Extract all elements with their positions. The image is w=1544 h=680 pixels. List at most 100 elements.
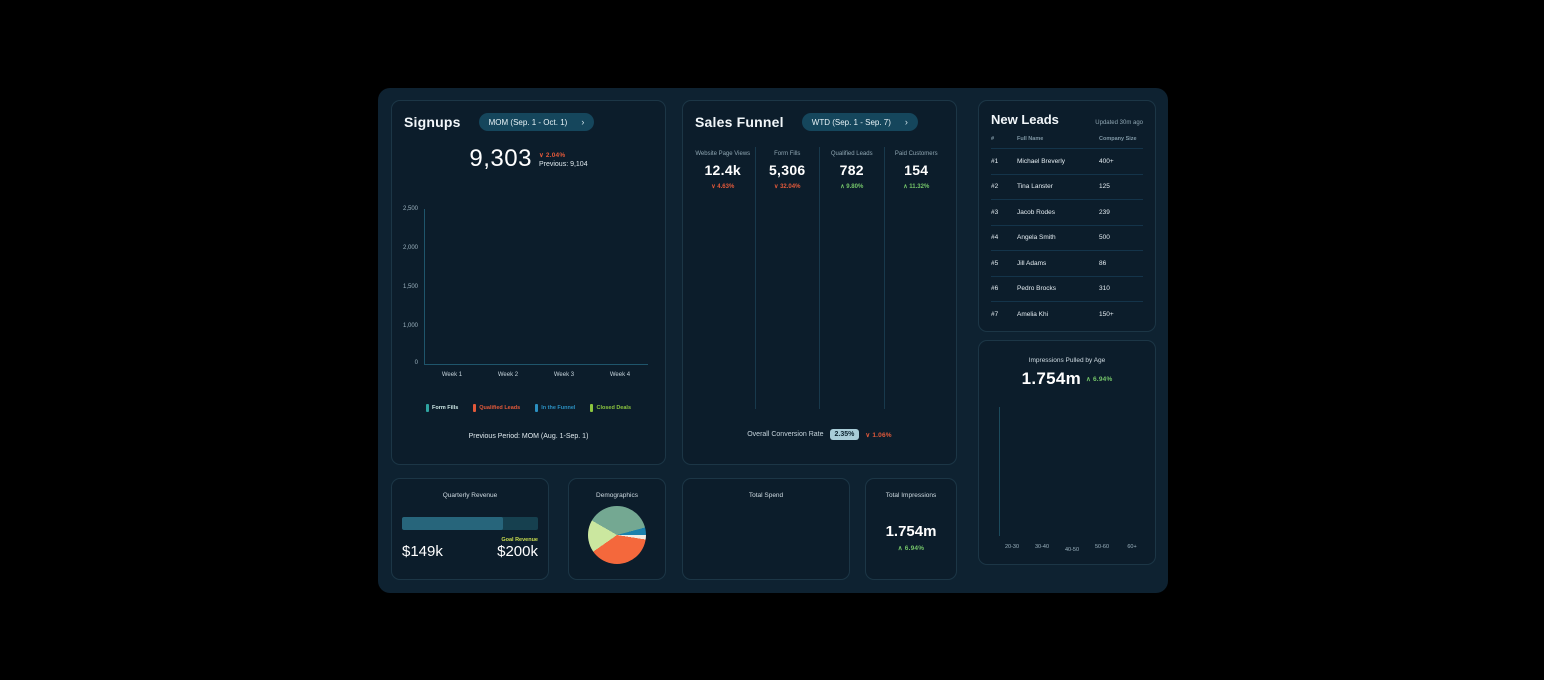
signups-panel: Signups MOM (Sep. 1 - Oct. 1) › 9,303 ∨ …	[391, 100, 666, 465]
lead-name: Tina Lanster	[1017, 183, 1053, 191]
sales-funnel-header: Sales Funnel WTD (Sep. 1 - Sep. 7) ›	[683, 101, 956, 131]
lead-rank: #6	[991, 285, 999, 293]
column-header-rank: #	[991, 136, 995, 142]
signups-period-label: MOM (Sep. 1 - Oct. 1)	[488, 117, 568, 127]
sales-funnel-period-label: WTD (Sep. 1 - Sep. 7)	[811, 117, 891, 127]
new-leads-panel: New Leads Updated 30m ago # Full Name Co…	[978, 100, 1156, 332]
conversion-rate-label: Overall Conversion Rate	[747, 431, 824, 438]
stat-delta-indicator: ∨ 4.63%	[711, 184, 735, 190]
lead-company-size: 150+	[1099, 310, 1114, 318]
x-axis-tick: Week 4	[609, 372, 631, 378]
stat-form-fills: Form Fills 5,306 ∨ 32.04%	[754, 147, 820, 409]
chevron-right-icon: ›	[581, 117, 585, 127]
stat-qualified-leads: Qualified Leads 782 ∧ 9.80%	[819, 147, 884, 409]
legend-label: Form Fills	[431, 405, 459, 411]
lead-name: Amelia Khi	[1017, 310, 1049, 318]
impressions-chart-x-axis: 20-30 30-40 40-50 50-60 60+	[997, 544, 1147, 553]
new-leads-updated-timestamp: Updated 30m ago	[1095, 120, 1143, 126]
lead-rank: #4	[991, 234, 999, 242]
signups-chart-plot-area	[424, 209, 648, 365]
sales-funnel-title: Sales Funnel	[695, 114, 784, 130]
lead-name: Angela Smith	[1017, 234, 1056, 242]
dashboard: Signups MOM (Sep. 1 - Oct. 1) › 9,303 ∨ …	[378, 88, 1168, 593]
y-axis-tick: 1,500	[402, 284, 418, 290]
signups-chart-x-axis: Week 1 Week 2 Week 3 Week 4	[424, 372, 648, 378]
stat-value: 782	[839, 162, 864, 178]
quarterly-revenue-panel: Quarterly Revenue $149k Goal Revenue $20…	[391, 478, 549, 580]
x-axis-tick: Week 1	[441, 372, 463, 378]
stat-website-page-views: Website Page Views 12.4k ∨ 4.63%	[691, 147, 755, 409]
stat-paid-customers: Paid Customers 154 ∧ 11.32%	[883, 147, 949, 409]
legend-item-in-the-funnel: In the Funnel	[535, 404, 575, 412]
stat-label: Form Fills	[774, 151, 801, 157]
stat-label: Paid Customers	[894, 151, 938, 157]
sales-funnel-panel: Sales Funnel WTD (Sep. 1 - Sep. 7) › Web…	[682, 100, 957, 465]
total-impressions-delta-up-indicator: ∧ 6.94%	[897, 545, 925, 552]
x-axis-tick: 30-40	[1034, 544, 1050, 550]
lead-rank: #7	[991, 310, 999, 318]
signups-header: Signups MOM (Sep. 1 - Oct. 1) ›	[392, 101, 665, 131]
funnel-stats: Website Page Views 12.4k ∨ 4.63% Form Fi…	[691, 147, 948, 409]
revenue-progress-bar	[402, 517, 538, 530]
revenue-progress-fill	[402, 517, 504, 530]
total-impressions-value: 1.754m	[885, 523, 937, 540]
impressions-by-age-title: Impressions Pulled by Age	[1028, 357, 1106, 364]
table-row: #2 Tina Lanster 125	[991, 173, 1143, 200]
stat-label: Qualified Leads	[830, 151, 873, 157]
lead-company-size: 239	[1099, 208, 1110, 216]
x-axis-tick: 50-60	[1094, 544, 1110, 550]
impressions-by-age-panel: Impressions Pulled by Age 1.754m ∧ 6.94%…	[978, 340, 1156, 565]
lead-company-size: 400+	[1099, 157, 1114, 165]
table-header-row: # Full Name Company Size	[991, 130, 1143, 148]
stat-delta-indicator: ∧ 11.32%	[903, 184, 930, 190]
impressions-delta-up-indicator: ∧ 6.94%	[1086, 376, 1113, 383]
revenue-values-row: $149k Goal Revenue $200k	[402, 537, 538, 560]
table-row: #1 Michael Breverly 400+	[991, 148, 1143, 174]
y-axis-tick: 2,000	[402, 245, 418, 251]
current-revenue-value: $149k	[402, 543, 443, 560]
legend-swatch-icon	[425, 404, 429, 412]
signups-title: Signups	[404, 114, 461, 130]
legend-item-form-fills: Form Fills	[425, 404, 459, 412]
total-spend-panel: Total Spend	[682, 478, 850, 580]
total-spend-title: Total Spend	[748, 492, 784, 499]
goal-revenue-label: Goal Revenue	[501, 537, 538, 543]
x-axis-tick: Week 2	[497, 372, 519, 378]
quarterly-revenue-title: Quarterly Revenue	[442, 492, 498, 499]
y-axis-tick: 1,000	[402, 323, 418, 329]
lead-name: Jill Adams	[1017, 259, 1047, 267]
legend-item-closed-deals: Closed Deals	[590, 404, 631, 412]
table-row: #4 Angela Smith 500	[991, 224, 1143, 251]
lead-rank: #2	[991, 183, 999, 191]
lead-rank: #1	[991, 157, 999, 165]
total-impressions-panel: Total Impressions 1.754m ∧ 6.94%	[865, 478, 957, 580]
demographics-panel: Demographics	[568, 478, 666, 580]
table-row: #6 Pedro Brocks 310	[991, 275, 1143, 302]
demographics-title: Demographics	[596, 492, 638, 499]
signups-delta-down-indicator: ∨ 2.04%	[538, 151, 566, 159]
x-axis-tick: 60+	[1127, 544, 1137, 550]
legend-label: Closed Deals	[596, 405, 632, 411]
legend-label: In the Funnel	[541, 405, 576, 411]
legend-item-qualified-leads: Qualified Leads	[473, 404, 520, 412]
lead-rank: #5	[991, 259, 999, 267]
lead-company-size: 125	[1099, 183, 1110, 191]
impressions-chart-plot-area	[999, 407, 1145, 536]
y-axis-tick: 2,500	[402, 206, 418, 212]
stat-label: Website Page Views	[695, 151, 751, 157]
conversion-delta-down-indicator: ∨ 1.06%	[865, 431, 892, 439]
stat-value: 5,306	[768, 162, 806, 178]
signups-period-chip[interactable]: MOM (Sep. 1 - Oct. 1) ›	[478, 113, 595, 131]
goal-revenue-value: $200k	[497, 543, 538, 560]
signups-value: 9,303	[469, 145, 532, 172]
sales-funnel-period-chip[interactable]: WTD (Sep. 1 - Sep. 7) ›	[801, 113, 918, 131]
legend-swatch-icon	[535, 404, 539, 412]
y-axis-tick: 0	[414, 360, 418, 366]
conversion-rate-badge: 2.35%	[829, 429, 860, 440]
new-leads-table: # Full Name Company Size #1 Michael Brev…	[991, 130, 1143, 327]
lead-company-size: 86	[1099, 259, 1107, 267]
x-axis-tick: Week 3	[553, 372, 575, 378]
signups-chart-legend: Form Fills Qualified Leads In the Funnel…	[392, 404, 665, 412]
total-impressions-title: Total Impressions	[885, 492, 937, 499]
table-row: #7 Amelia Khi 150+	[991, 301, 1143, 327]
